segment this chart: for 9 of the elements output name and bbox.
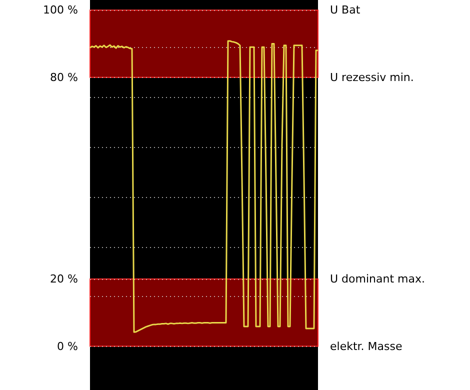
text: U rezessiv min. [330,70,414,84]
y-tick-label: 0 % [57,340,78,353]
y-tick-label: 100 % [43,4,78,17]
line-series [89,40,319,333]
text: U dominant max. [330,272,425,286]
text: elektr. Masse [330,340,402,353]
y-tick-label: 80 % [50,70,78,84]
y-tick-label: 20 % [50,272,78,286]
text: U Bat [330,4,361,17]
